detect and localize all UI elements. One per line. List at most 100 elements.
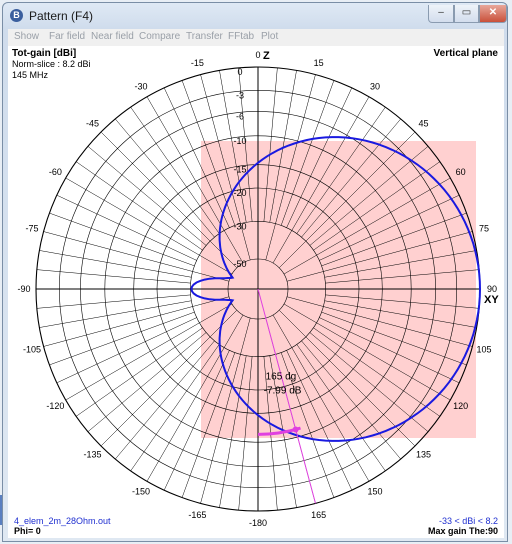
- menu-plot[interactable]: Plot: [261, 31, 279, 42]
- grid-spoke: [279, 310, 416, 447]
- cursor-marker: [292, 426, 299, 433]
- grid-spoke: [238, 67, 253, 222]
- title-bar[interactable]: B Pattern (F4) – ▭ ✕: [3, 3, 507, 29]
- cursor-db-readout: -7.99 dB: [264, 385, 302, 396]
- menu-compare[interactable]: Compare: [139, 31, 181, 42]
- angle-label: -150: [132, 487, 150, 497]
- ring-label: 0: [237, 67, 242, 77]
- grid-spoke: [309, 332, 429, 432]
- angle-label: 75: [479, 223, 489, 233]
- angle-label: 45: [418, 119, 428, 129]
- grid-spoke: [324, 250, 477, 278]
- grid-spoke: [279, 131, 416, 268]
- grid-spoke: [269, 70, 297, 223]
- angle-label: 120: [453, 401, 468, 411]
- angle-label: 15: [314, 58, 324, 68]
- angle-label: 0: [255, 50, 260, 60]
- angle-label: 165: [311, 510, 326, 520]
- grid-spoke: [296, 107, 386, 234]
- minimize-button[interactable]: –: [428, 5, 454, 23]
- cursor-highlight-arc: [257, 426, 301, 436]
- angle-label: -15: [191, 58, 204, 68]
- grid-spoke: [76, 161, 203, 251]
- grid-spoke: [313, 327, 440, 417]
- frequency: 145 MHz: [12, 70, 49, 80]
- menu-fftab[interactable]: FFtab: [228, 31, 255, 42]
- grid-spoke: [56, 194, 197, 261]
- menu-near-field[interactable]: Near field: [91, 31, 134, 42]
- grid-spoke: [146, 314, 244, 482]
- grid-spoke: [325, 269, 480, 284]
- grid-spoke: [49, 212, 195, 267]
- polar-plot[interactable]: 0153045607590105120135150165-180-165-150…: [8, 46, 504, 538]
- grid-spoke: [49, 311, 195, 366]
- grid-spoke: [321, 311, 467, 366]
- max-gain: Max gain The:90: [427, 526, 498, 536]
- grid-spoke: [301, 118, 401, 238]
- grid-spoke: [319, 194, 460, 261]
- cursor-line: [257, 288, 316, 504]
- xy-axis-label: XY: [484, 294, 499, 306]
- grid-spoke: [272, 314, 370, 482]
- grid-spoke: [200, 74, 251, 261]
- ring-label: -50: [233, 259, 246, 269]
- grid-spoke: [200, 317, 251, 504]
- grid-spoke: [39, 250, 192, 278]
- angle-label: -120: [46, 401, 64, 411]
- ring-label: -20: [233, 188, 246, 198]
- grid-spoke: [286, 231, 473, 282]
- angle-label: 135: [416, 450, 431, 460]
- grid-spoke: [115, 340, 215, 460]
- close-button[interactable]: ✕: [479, 5, 507, 23]
- grid-spoke: [76, 327, 203, 417]
- maximize-button[interactable]: ▭: [454, 5, 479, 23]
- angle-label: 150: [367, 487, 382, 497]
- angle-label: -75: [25, 223, 38, 233]
- menu-show[interactable]: Show: [14, 31, 40, 42]
- grid-spoke: [301, 340, 401, 460]
- grid-spoke: [39, 300, 192, 328]
- grid-spoke: [280, 80, 335, 226]
- grid-spoke: [181, 352, 236, 498]
- angle-label: -165: [188, 510, 206, 520]
- polar-plot-area[interactable]: 0 15 30 45 60 75 90 105 120 135 150 165 -180 -165 -150…: [8, 46, 504, 538]
- angle-label: -90: [17, 284, 30, 294]
- menu-transfer[interactable]: Transfer: [186, 31, 223, 42]
- grid-spoke: [319, 317, 460, 384]
- gain-title: Tot-gain [dBi]: [12, 48, 77, 59]
- grid-spoke: [100, 310, 237, 447]
- grid-spoke: [65, 177, 233, 275]
- plane-label: Vertical plane: [433, 48, 498, 59]
- window-title: Pattern (F4): [29, 9, 94, 23]
- phi-value: Phi= 0: [14, 526, 41, 536]
- dbi-range: -33 < dBi < 8.2: [438, 516, 498, 526]
- cursor-angle-readout: 165 dg: [266, 371, 297, 382]
- z-axis-label: Z: [263, 50, 270, 62]
- filename: 4_elem_2m_28Ohm.out: [14, 516, 111, 526]
- grid-spoke: [146, 96, 244, 264]
- grid-spoke: [219, 355, 247, 508]
- grid-spoke: [163, 350, 230, 491]
- angle-label: -45: [86, 119, 99, 129]
- angle-label: 90: [487, 284, 497, 294]
- menu-far-field[interactable]: Far field: [49, 31, 86, 42]
- grid-spoke: [296, 344, 386, 471]
- angle-label: 30: [370, 81, 380, 91]
- angle-label: -105: [23, 345, 41, 355]
- grid-spoke: [36, 269, 191, 284]
- grid-spoke: [286, 296, 473, 347]
- grid-spoke: [321, 212, 467, 267]
- grid-spoke: [163, 87, 230, 228]
- grid-spoke: [56, 317, 197, 384]
- grid-spoke: [87, 332, 207, 432]
- ring-label: -6: [236, 111, 244, 121]
- grid-spoke: [130, 107, 220, 234]
- grid-spoke: [286, 350, 353, 491]
- grid-spoke: [130, 344, 220, 471]
- grid-spoke: [115, 118, 215, 238]
- grid-spoke: [309, 146, 429, 246]
- angle-label: -180: [249, 518, 267, 528]
- ring-label: -3: [236, 90, 244, 100]
- grid-spoke: [280, 352, 335, 498]
- grid-spoke: [219, 70, 247, 223]
